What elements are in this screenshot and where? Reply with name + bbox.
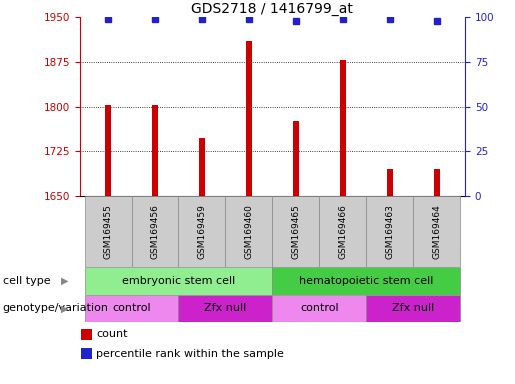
- Text: control: control: [300, 303, 339, 313]
- Text: control: control: [112, 303, 151, 313]
- Text: genotype/variation: genotype/variation: [3, 303, 109, 313]
- Bar: [131, 196, 179, 267]
- Text: count: count: [96, 329, 127, 339]
- Bar: [366, 295, 460, 322]
- Bar: [272, 196, 319, 267]
- Text: embryonic stem cell: embryonic stem cell: [122, 276, 235, 286]
- Text: ▶: ▶: [61, 276, 68, 286]
- Text: ▶: ▶: [61, 303, 68, 313]
- Bar: [272, 295, 366, 322]
- Bar: [434, 169, 440, 196]
- Bar: [84, 196, 131, 267]
- Text: GSM169459: GSM169459: [197, 204, 207, 259]
- Bar: [199, 138, 205, 196]
- Text: Zfx null: Zfx null: [204, 303, 247, 313]
- Text: GSM169466: GSM169466: [338, 204, 348, 259]
- Text: percentile rank within the sample: percentile rank within the sample: [96, 349, 284, 359]
- Text: GSM169463: GSM169463: [385, 204, 394, 259]
- Bar: [84, 295, 179, 322]
- Bar: [366, 196, 414, 267]
- Text: GSM169455: GSM169455: [104, 204, 112, 259]
- Text: cell type: cell type: [3, 276, 50, 286]
- Bar: [272, 267, 460, 295]
- Text: GSM169460: GSM169460: [245, 204, 253, 259]
- Text: GSM169465: GSM169465: [291, 204, 300, 259]
- Bar: [387, 169, 393, 196]
- Bar: [340, 60, 346, 196]
- Text: GSM169464: GSM169464: [433, 204, 441, 259]
- Text: Zfx null: Zfx null: [392, 303, 435, 313]
- Bar: [226, 196, 272, 267]
- Bar: [105, 105, 111, 196]
- Bar: [246, 41, 252, 196]
- Bar: [414, 196, 460, 267]
- Bar: [152, 105, 158, 196]
- Bar: [293, 121, 299, 196]
- Bar: [84, 267, 272, 295]
- Bar: [319, 196, 366, 267]
- Text: GSM169456: GSM169456: [150, 204, 160, 259]
- Text: hematopoietic stem cell: hematopoietic stem cell: [299, 276, 434, 286]
- Bar: [80, 329, 92, 340]
- Bar: [80, 348, 92, 359]
- Bar: [179, 295, 272, 322]
- Bar: [179, 196, 226, 267]
- Title: GDS2718 / 1416799_at: GDS2718 / 1416799_at: [192, 2, 353, 16]
